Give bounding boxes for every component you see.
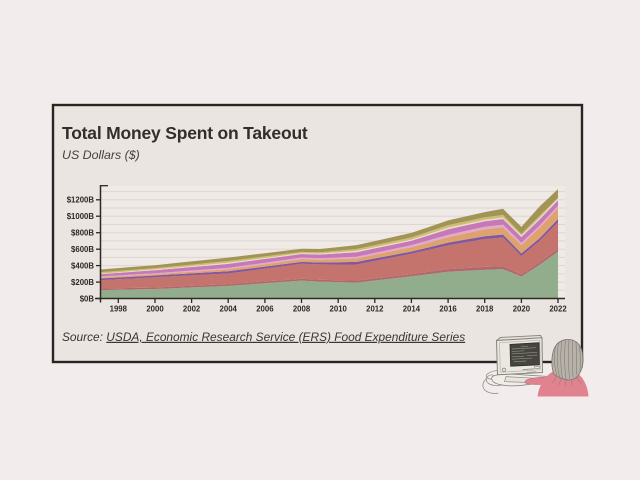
svg-text:1998: 1998	[110, 305, 128, 314]
svg-text:2018: 2018	[476, 305, 494, 314]
svg-text:$200B: $200B	[71, 278, 94, 287]
svg-text:Source: USDA, Economic Researc: Source: USDA, Economic Research Service …	[62, 330, 465, 344]
svg-text:2002: 2002	[183, 305, 201, 314]
svg-text:2022: 2022	[549, 305, 567, 314]
svg-text:$1200B: $1200B	[67, 196, 95, 205]
svg-text:US Dollars ($): US Dollars ($)	[62, 148, 140, 162]
svg-text:2014: 2014	[403, 305, 421, 314]
svg-text:2004: 2004	[220, 305, 238, 314]
svg-text:2016: 2016	[439, 305, 457, 314]
svg-text:$0B: $0B	[80, 294, 95, 303]
svg-text:Total Money Spent on Takeout: Total Money Spent on Takeout	[62, 123, 308, 143]
svg-text:$600B: $600B	[71, 245, 94, 254]
svg-text:$400B: $400B	[71, 261, 94, 270]
svg-text:2010: 2010	[330, 305, 348, 314]
svg-text:$1000B: $1000B	[67, 212, 95, 221]
svg-text:2012: 2012	[366, 305, 384, 314]
svg-text:2020: 2020	[513, 305, 531, 314]
svg-text:2006: 2006	[256, 305, 274, 314]
svg-text:$800B: $800B	[71, 229, 94, 238]
svg-text:2000: 2000	[146, 305, 164, 314]
svg-text:2008: 2008	[293, 305, 311, 314]
